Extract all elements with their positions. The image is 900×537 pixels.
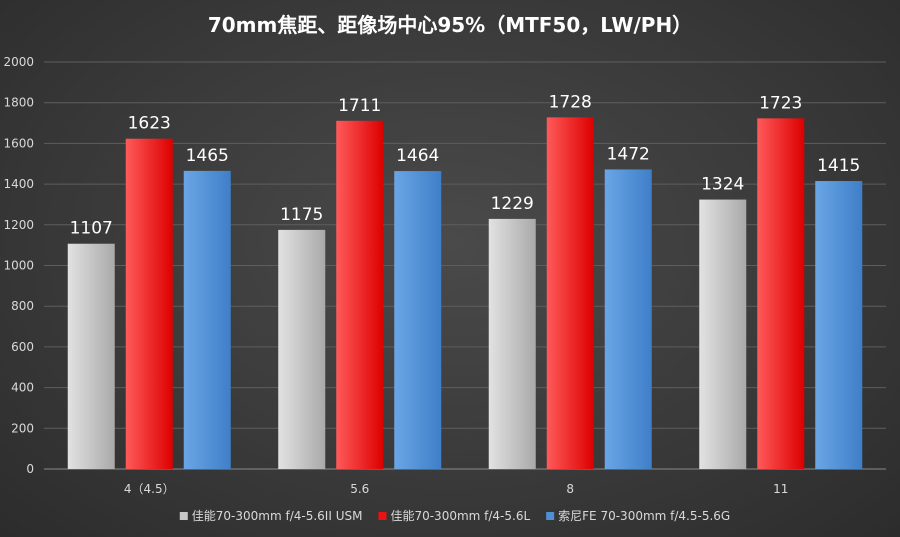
legend: 佳能70-300mm f/4-5.6II USM 佳能70-300mm f/4-5… (179, 509, 730, 523)
data-label: 1623 (128, 114, 171, 134)
legend-label: 佳能70-300mm f/4-5.6II USM (192, 509, 363, 523)
data-label: 1107 (70, 219, 113, 239)
data-label: 1415 (817, 156, 860, 176)
y-tick-label: 1600 (3, 136, 34, 150)
legend-swatch (546, 512, 555, 520)
legend-label: 索尼FE 70-300mm f/4.5-5.6G (558, 509, 730, 523)
bar (488, 218, 536, 469)
data-label: 1711 (338, 96, 381, 116)
x-tick-label: 4（4.5） (124, 482, 175, 496)
x-tick-label: 8 (566, 482, 574, 496)
legend-item: 索尼FE 70-300mm f/4.5-5.6G (546, 509, 730, 523)
bar (757, 118, 805, 469)
chart-title: 70mm焦距、距像场中心95%（MTF50，LW/PH） (208, 13, 692, 37)
y-tick-label: 0 (26, 462, 34, 476)
data-label: 1728 (549, 92, 592, 112)
data-label: 1175 (280, 205, 323, 225)
bar (336, 120, 384, 470)
data-label: 1229 (491, 194, 534, 214)
data-labels: 1107 1623 1465 1175 1711 1464 1229 1728 1472 1324… (70, 92, 861, 238)
bar (67, 243, 115, 469)
x-axis-ticks: 4（4.5） 5.6 8 11 (124, 482, 789, 496)
bars (67, 117, 863, 470)
x-tick-label: 11 (773, 482, 788, 496)
data-label: 1472 (607, 144, 650, 164)
bar (125, 138, 173, 470)
legend-label: 佳能70-300mm f/4-5.6L (390, 509, 530, 523)
y-tick-label: 1400 (3, 177, 34, 191)
bar (604, 169, 652, 469)
bar (394, 171, 442, 470)
y-tick-label: 1000 (3, 259, 34, 273)
x-tick-label: 5.6 (350, 482, 369, 496)
data-label: 1723 (759, 93, 802, 113)
legend-item: 佳能70-300mm f/4-5.6II USM (179, 509, 363, 523)
y-tick-label: 200 (11, 421, 34, 435)
legend-item: 佳能70-300mm f/4-5.6L (378, 509, 530, 523)
legend-swatch (179, 512, 188, 520)
legend-swatch (378, 512, 387, 520)
y-tick-label: 1800 (3, 96, 34, 110)
bar (546, 117, 594, 470)
y-tick-label: 400 (11, 381, 34, 395)
y-tick-label: 2000 (3, 55, 34, 69)
y-tick-label: 600 (11, 340, 34, 354)
data-label: 1465 (186, 146, 229, 166)
data-label: 1464 (396, 146, 439, 166)
y-tick-label: 800 (11, 299, 34, 313)
bar (278, 229, 326, 469)
bar (699, 199, 747, 470)
bar (183, 170, 231, 469)
bar (815, 181, 863, 470)
data-label: 1324 (701, 175, 744, 195)
y-axis-ticks: 0 200 400 600 800 1000 1200 1400 1600 1800 2000 (3, 55, 34, 476)
y-tick-label: 1200 (3, 218, 34, 232)
